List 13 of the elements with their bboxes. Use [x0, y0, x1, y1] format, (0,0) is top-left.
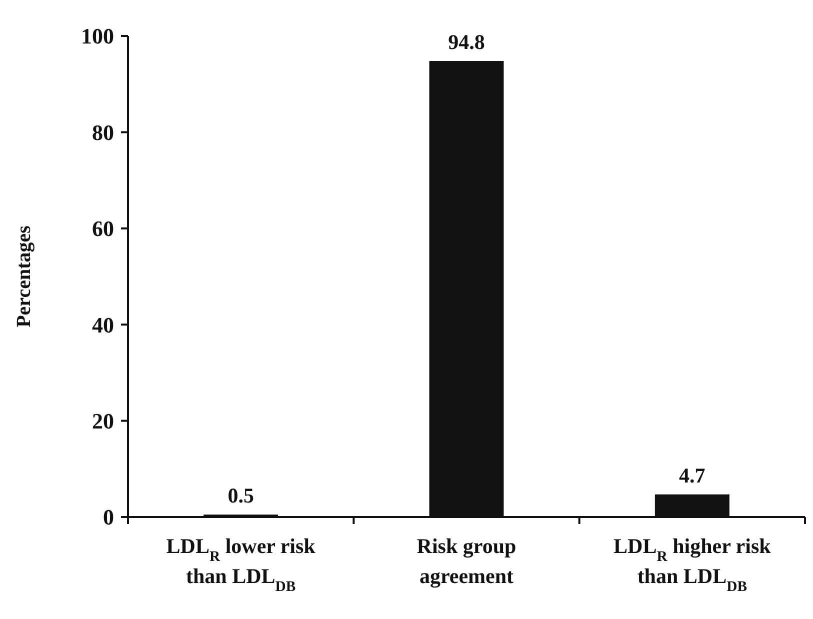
x-tick-label: Risk group agreement [416, 534, 516, 588]
data-label: 94.8 [448, 30, 485, 54]
y-tick-label: 20 [92, 408, 114, 434]
y-tick-label: 60 [92, 216, 114, 242]
data-label: 0.5 [228, 484, 254, 508]
y-tick-label: 100 [81, 24, 114, 49]
x-tick-label: LDL$_{R}$ lower risk than LDL$_{DB}$ [166, 534, 316, 595]
x-tick-label: LDL$_{R}$ higher risk than LDL$_{DB}$ [614, 534, 772, 595]
y-tick-label: 40 [92, 312, 114, 338]
y-tick-label: 80 [92, 120, 114, 145]
y-axis-title: Percentages [13, 225, 35, 328]
data-label: 4.7 [679, 463, 706, 488]
y-tick-label: 0 [103, 504, 114, 530]
